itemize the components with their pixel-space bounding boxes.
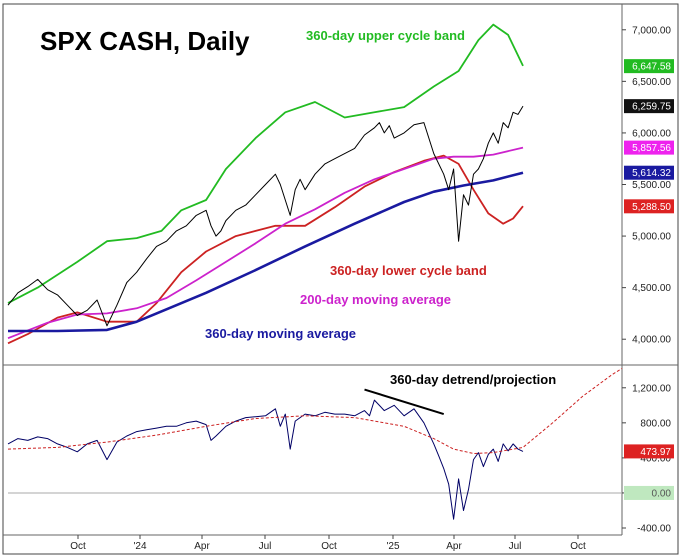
- x-tick-label-4: Oct: [321, 541, 337, 552]
- upper-band-label: 360-day upper cycle band: [306, 28, 465, 43]
- lower-series-0: [7, 399, 524, 520]
- lower-y-tick-label-4: 1,200.00: [632, 383, 671, 394]
- lower-last-value-1: 0.00: [652, 488, 672, 499]
- x-tick-label-0: Oct: [70, 541, 86, 552]
- lower-last-value-0: 473.97: [640, 447, 671, 458]
- upper-series-0: [7, 23, 524, 304]
- upper-panel-lines: [7, 23, 524, 345]
- ma200-label: 200-day moving average: [300, 292, 451, 307]
- upper-series-4: [7, 105, 524, 327]
- ma360-label: 360-day moving average: [205, 326, 356, 341]
- upper-y-tick-label-6: 7,000.00: [632, 25, 671, 36]
- x-tick-label-5: '25: [386, 541, 399, 552]
- upper-y-tick-label-2: 5,000.00: [632, 232, 671, 243]
- upper-series-1: [7, 154, 524, 345]
- x-ticks: Oct '24 Apr Jul Oct '25 Apr Jul Oct: [70, 535, 586, 552]
- upper-last-value-2-bg: [624, 140, 674, 155]
- upper-series-2: [7, 146, 524, 340]
- x-tick-label-3: Jul: [259, 541, 272, 552]
- last-value-badges: 6,647.58 6,259.75 5,857.56 5,614.32 5,288.50…: [624, 59, 674, 500]
- lower-y-tick-label-2: 400.00: [640, 453, 671, 464]
- lower-last-value-0-bg: [624, 444, 674, 459]
- lower-panel-lines: [7, 368, 623, 520]
- x-tick-label-1: '24: [133, 541, 146, 552]
- lower-y-tick-label-0: -400.00: [637, 523, 671, 534]
- detrend-label: 360-day detrend/projection: [390, 372, 556, 387]
- upper-last-value-3: 5,614.32: [632, 168, 671, 179]
- upper-y-ticks: 4,000.00 4,500.00 5,000.00 5,500.00 6,000.00…: [622, 25, 671, 346]
- lower-series-1: [7, 368, 623, 454]
- upper-y-tick-label-1: 4,500.00: [632, 283, 671, 294]
- upper-last-value-1: 6,259.75: [632, 102, 671, 113]
- chart-title: SPX CASH, Daily: [40, 26, 250, 56]
- upper-last-value-0-bg: [624, 59, 674, 74]
- upper-last-value-0: 6,647.58: [632, 62, 671, 73]
- lower-last-value-1-bg: [624, 485, 674, 500]
- upper-y-tick-label-3: 5,500.00: [632, 180, 671, 191]
- upper-last-value-2: 5,857.56: [632, 143, 671, 154]
- upper-y-tick-label-4: 6,000.00: [632, 128, 671, 139]
- lower-band-label: 360-day lower cycle band: [330, 263, 487, 278]
- x-tick-label-6: Apr: [446, 541, 462, 552]
- detrend-trendline: [364, 388, 445, 416]
- x-tick-label-8: Oct: [570, 541, 586, 552]
- upper-last-value-1-bg: [624, 99, 674, 114]
- chart-frame: [2, 3, 679, 555]
- lower-y-tick-label-3: 800.00: [640, 418, 671, 429]
- upper-y-tick-label-5: 6,500.00: [632, 77, 671, 88]
- upper-last-value-4-bg: [624, 199, 674, 214]
- upper-last-value-4: 5,288.50: [632, 202, 671, 213]
- upper-y-tick-label-0: 4,000.00: [632, 335, 671, 346]
- x-tick-label-7: Jul: [509, 541, 522, 552]
- upper-series-3: [8, 171, 524, 333]
- upper-last-value-3-bg: [624, 165, 674, 180]
- x-tick-label-2: Apr: [194, 541, 210, 552]
